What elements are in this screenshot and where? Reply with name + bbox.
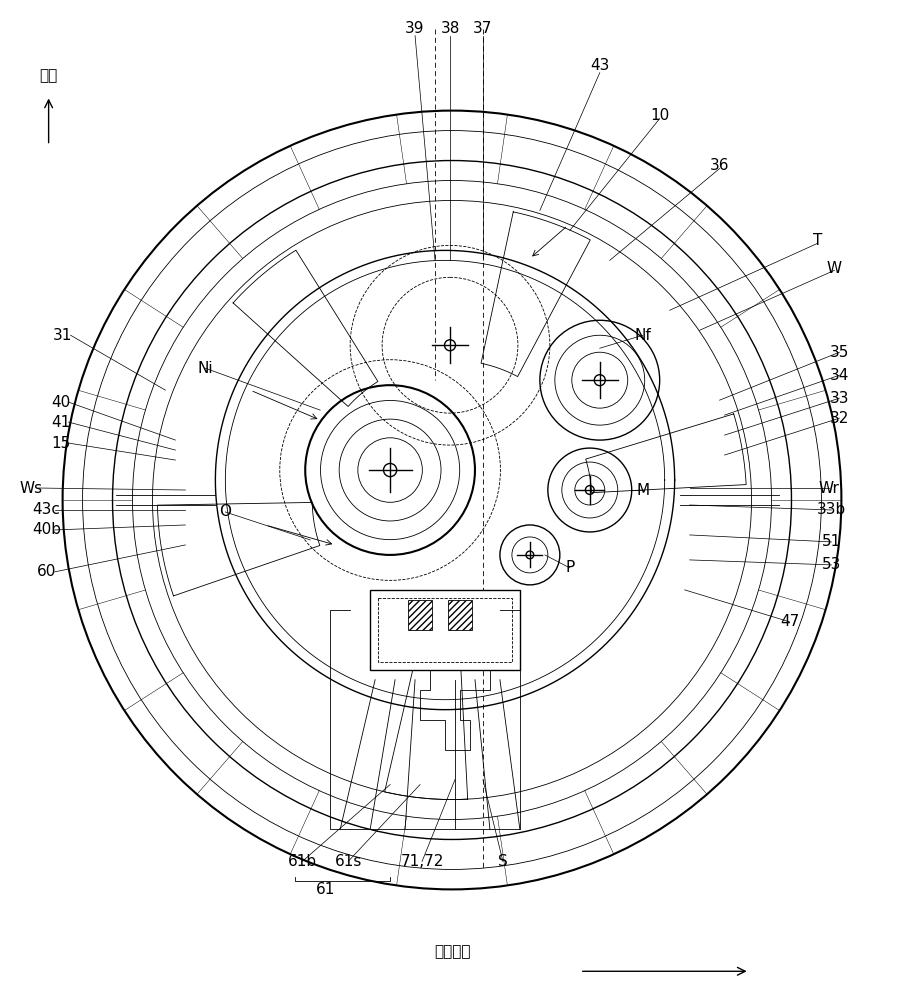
Text: 71,72: 71,72 (400, 854, 443, 869)
Text: 43c: 43c (33, 502, 61, 517)
Bar (370, 590, 519, 670)
Text: S: S (498, 854, 508, 869)
Text: M: M (636, 483, 649, 498)
Text: 上方: 上方 (40, 68, 58, 83)
Text: 15: 15 (51, 436, 71, 451)
Text: 32: 32 (830, 411, 849, 426)
Text: 36: 36 (710, 158, 729, 173)
Text: O: O (219, 504, 232, 519)
Bar (408, 600, 432, 630)
Text: 35: 35 (830, 345, 849, 360)
Text: 40b: 40b (32, 522, 62, 537)
Text: 61b: 61b (288, 854, 317, 869)
Text: Ws: Ws (19, 481, 43, 496)
Text: Wr: Wr (819, 481, 840, 496)
Text: 31: 31 (52, 328, 72, 343)
Text: 61: 61 (316, 882, 335, 897)
Text: 53: 53 (822, 557, 841, 572)
Text: 43: 43 (590, 58, 609, 73)
Text: 33b: 33b (817, 502, 846, 517)
Text: 37: 37 (473, 21, 492, 36)
Text: 38: 38 (441, 21, 460, 36)
Text: W: W (827, 261, 842, 276)
Bar (378, 598, 512, 662)
Bar (448, 600, 472, 630)
Text: 34: 34 (830, 368, 849, 383)
Text: 车辆前方: 车辆前方 (433, 944, 471, 959)
Text: 41: 41 (51, 415, 71, 430)
Text: 33: 33 (830, 391, 849, 406)
Text: Ni: Ni (197, 361, 214, 376)
Text: T: T (813, 233, 822, 248)
Text: 61s: 61s (335, 854, 362, 869)
Text: 39: 39 (405, 21, 424, 36)
Text: 40: 40 (51, 395, 71, 410)
Text: 60: 60 (37, 564, 56, 579)
Text: 10: 10 (650, 108, 670, 123)
Text: Nf: Nf (634, 328, 651, 343)
Text: P: P (566, 560, 575, 575)
Text: 47: 47 (780, 614, 799, 629)
Text: 51: 51 (822, 534, 841, 549)
